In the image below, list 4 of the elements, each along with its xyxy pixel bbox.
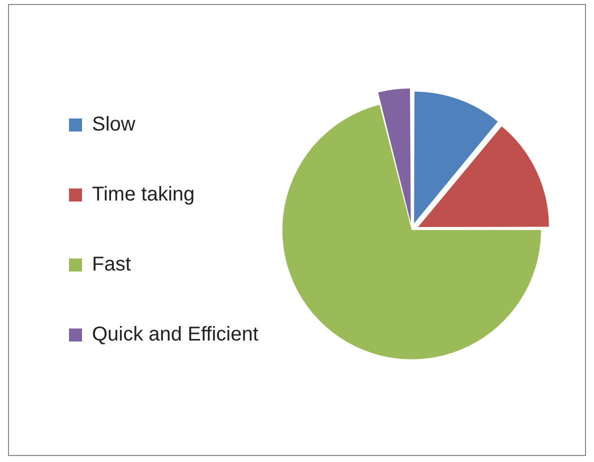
legend-label: Time taking (92, 184, 195, 206)
legend-label: Slow (92, 114, 136, 136)
legend-label: Quick and Efficient (92, 324, 259, 346)
legend-label: Fast (92, 254, 132, 276)
